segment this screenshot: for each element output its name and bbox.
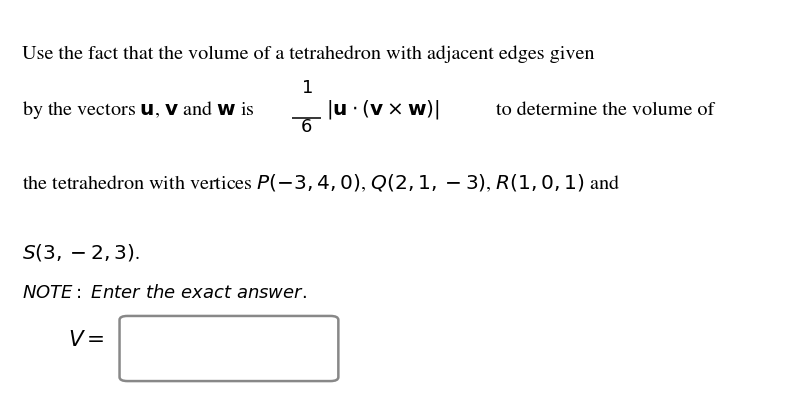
FancyBboxPatch shape [120,316,338,381]
Text: Use the fact that the volume of a tetrahedron with adjacent edges given: Use the fact that the volume of a tetrah… [22,46,593,63]
Text: $1$: $1$ [300,80,312,97]
Text: $V =$: $V =$ [67,330,104,351]
Text: $|\mathbf{u} \cdot (\mathbf{v} \times \mathbf{w})|$: $|\mathbf{u} \cdot (\mathbf{v} \times \m… [326,98,439,121]
Text: by the vectors $\mathbf{u}$, $\mathbf{v}$ and $\mathbf{w}$ is: by the vectors $\mathbf{u}$, $\mathbf{v}… [22,99,255,120]
Text: to determine the volume of: to determine the volume of [495,102,713,118]
Text: $6$: $6$ [300,118,312,136]
Text: the tetrahedron with vertices $P(-3, 4, 0)$, $Q(2, 1, -3)$, $R(1, 0, 1)$ and: the tetrahedron with vertices $P(-3, 4, … [22,173,619,194]
Text: $\mathit{NOTE{:}\ Enter\ the\ exact\ answer.}$: $\mathit{NOTE{:}\ Enter\ the\ exact\ ans… [22,284,306,302]
Text: $S(3, -2, 3)$.: $S(3, -2, 3)$. [22,242,140,263]
